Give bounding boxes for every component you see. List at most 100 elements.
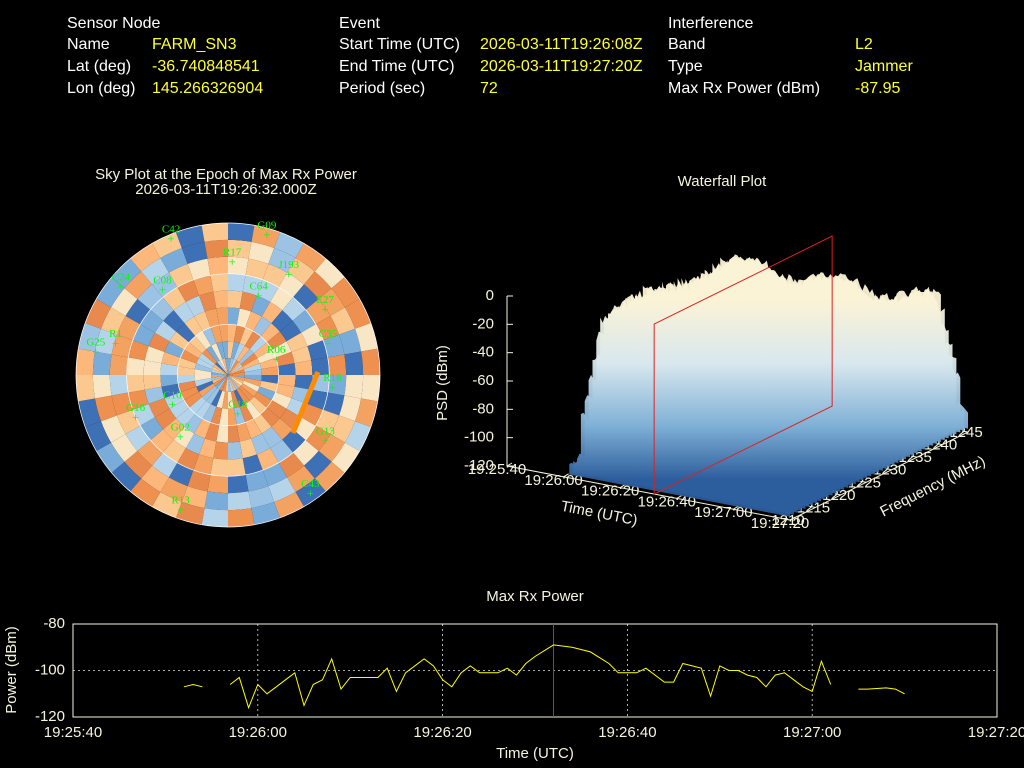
sky-cell: [239, 438, 257, 459]
satellite-marker: +: [234, 406, 241, 421]
sky-cell: [249, 336, 267, 354]
sky-cell: [275, 383, 295, 399]
satellite-marker: +: [92, 344, 99, 359]
sky-cell: [216, 424, 228, 443]
sky-cell: [184, 413, 203, 434]
sky-cell: [304, 271, 332, 299]
sky-cell: [304, 451, 332, 479]
sky-cell: [228, 375, 245, 381]
sky-cell: [176, 225, 205, 248]
sky-cell: [152, 232, 182, 258]
sky-cell: [177, 279, 200, 302]
sky-cell: [228, 364, 243, 375]
sky-cell: [311, 357, 330, 375]
sky-cell: [259, 380, 278, 393]
sky-cell: [215, 362, 228, 375]
satellite-marker: +: [324, 336, 331, 351]
sky-cell: [318, 434, 345, 462]
time-tick: [563, 473, 569, 478]
sky-cell: [266, 400, 287, 419]
sky-cell: [277, 363, 296, 375]
sky-cell: [344, 351, 364, 375]
sky-cell: [293, 440, 319, 466]
sky-cell: [262, 263, 288, 288]
sky-cell: [330, 307, 355, 335]
sky-cell: [211, 375, 228, 381]
sky-cell: [204, 422, 220, 442]
satellite-marker: +: [117, 279, 124, 294]
sky-cell: [96, 442, 125, 473]
satellite-label: G18: [228, 399, 247, 411]
sky-cell: [248, 241, 275, 264]
sky-cell: [164, 341, 185, 358]
x-tick-label: 19:27:20: [968, 724, 1024, 741]
satellite-label: E27: [316, 294, 334, 306]
sky-cell: [184, 342, 203, 359]
sky-cell: [314, 461, 345, 492]
sky-cell: [236, 422, 252, 442]
sky-cell: [181, 241, 208, 264]
time-tick: [506, 462, 513, 467]
sky-cell: [239, 291, 257, 312]
sky-cell: [163, 418, 185, 440]
sky-cell: [228, 359, 237, 375]
time-tick-label: 19:25:40: [468, 461, 526, 478]
sky-cell: [331, 442, 360, 473]
sky-cell: [228, 360, 239, 375]
sky-cell: [345, 299, 371, 329]
sky-cell: [207, 474, 228, 494]
freq-tick: [911, 455, 918, 458]
sky-cell: [228, 424, 240, 443]
sky-cell: [111, 434, 138, 462]
sky-cell: [271, 392, 292, 409]
sky-cell: [130, 243, 161, 272]
sky-cell: [215, 375, 228, 388]
sky-cell: [211, 369, 228, 375]
satellite-marker: +: [255, 288, 262, 303]
sky-cell: [222, 391, 228, 409]
time-tick-label: 19:26:00: [524, 472, 582, 489]
sky-cell: [132, 324, 155, 347]
satellite-label: R06: [267, 344, 286, 356]
sky-cell: [243, 363, 262, 373]
sky-cell: [256, 448, 279, 471]
sky-cell: [249, 396, 267, 414]
sky-cell: [244, 375, 262, 381]
sky-cell: [92, 375, 112, 399]
field-label: Lat (deg): [67, 58, 131, 75]
sky-cell: [287, 465, 315, 492]
sky-cell: [274, 232, 304, 258]
sky-cell: [168, 263, 194, 288]
satellite-label: R18: [323, 372, 342, 384]
sky-cell: [196, 380, 214, 392]
sky-cell: [236, 387, 250, 405]
satellite-label: C64: [249, 280, 268, 292]
field-label: Lon (deg): [67, 80, 136, 97]
sky-cell: [239, 404, 254, 423]
section-title: Interference: [668, 15, 753, 32]
chart-title: Sky Plot at the Epoch of Max Rx Power: [95, 166, 357, 183]
elevation-ring: [176, 323, 280, 427]
sky-cell: [109, 354, 129, 375]
sky-cell: [148, 332, 170, 352]
sky-cell: [345, 421, 371, 451]
chart-subtitle: 2026-03-11T19:26:32.000Z: [135, 181, 317, 198]
sky-cell: [245, 470, 269, 492]
satellite-marker: +: [321, 302, 328, 317]
elevation-ring: [126, 273, 330, 477]
sky-cell: [243, 377, 262, 387]
sky-cell: [194, 311, 211, 332]
sky-plot: [75, 222, 381, 528]
sky-cell: [85, 299, 111, 329]
satellite-label: C43: [301, 478, 320, 490]
sky-cell: [163, 310, 185, 332]
sky-cell: [177, 375, 195, 384]
sky-cell: [169, 400, 190, 419]
sky-cell: [150, 297, 174, 321]
field-label: Start Time (UTC): [339, 36, 460, 53]
sky-cell: [204, 239, 228, 259]
sky-cell: [176, 502, 205, 525]
sky-cell: [201, 222, 228, 242]
sky-cell: [251, 502, 280, 525]
sky-cell: [116, 315, 141, 341]
